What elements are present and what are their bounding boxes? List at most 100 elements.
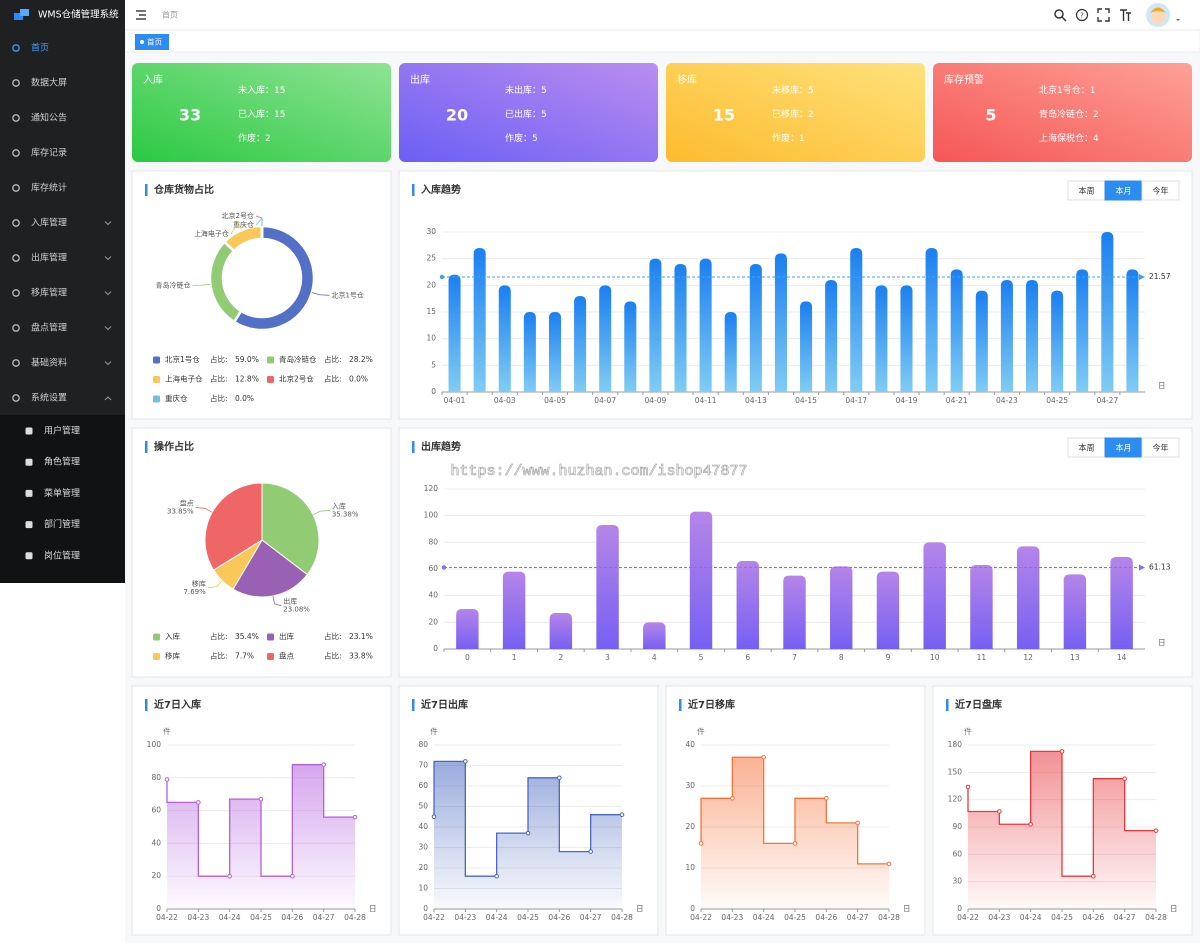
pie-label: 出库 — [283, 597, 297, 606]
x-tick-label: 04-24 — [219, 913, 241, 922]
label-line — [230, 221, 243, 235]
x-tick-label: 7 — [792, 653, 797, 662]
submenu-item[interactable]: 岗位管理 — [44, 549, 80, 561]
card-item: 未移库：5 — [772, 84, 814, 96]
menu-toggle[interactable] — [136, 10, 146, 20]
card-title: 入库 — [143, 73, 163, 86]
legend-label[interactable]: 重庆仓 — [165, 393, 188, 403]
card-item-value: 4 — [1093, 134, 1099, 144]
card-item-label: 北京1号仓： — [1039, 84, 1090, 96]
fullscreen-icon[interactable] — [1097, 8, 1110, 22]
range-button-label[interactable]: 今年 — [1153, 186, 1169, 196]
legend-swatch[interactable] — [153, 633, 160, 641]
menu-item[interactable]: 数据大屏 — [31, 77, 67, 89]
panel-title: 操作占比 — [154, 440, 194, 453]
x-tick-label: 04-25 — [1051, 913, 1073, 922]
range-button-label[interactable]: 本周 — [1079, 443, 1095, 453]
legend-swatch[interactable] — [153, 376, 160, 383]
legend-label[interactable]: 出库 — [279, 631, 294, 641]
range-button[interactable] — [1141, 180, 1180, 201]
menu-item[interactable]: 出库管理 — [31, 252, 67, 264]
legend-label[interactable]: 移库 — [165, 651, 180, 661]
y-tick-label: 30 — [426, 227, 436, 236]
x-tick-label: 4 — [652, 653, 657, 662]
legend-label[interactable]: 北京1号仓 — [165, 354, 200, 364]
bar — [1076, 269, 1089, 392]
stat-card — [666, 63, 925, 162]
search-icon[interactable] — [1054, 9, 1067, 22]
range-button-label[interactable]: 今年 — [1153, 443, 1169, 453]
menu-item[interactable]: 通知公告 — [31, 112, 67, 124]
submenu-background — [0, 415, 125, 583]
legend-swatch[interactable] — [267, 653, 274, 660]
card-item: 已移库：2 — [772, 108, 814, 120]
card-total: 5 — [985, 106, 996, 125]
submenu-item[interactable]: 部门管理 — [44, 518, 80, 530]
legend-label[interactable]: 入库 — [165, 631, 180, 641]
menu-icon — [12, 254, 20, 262]
breadcrumb[interactable]: 首页 — [162, 10, 178, 20]
pie-label: 北京1号仓 — [331, 290, 363, 299]
legend-swatch[interactable] — [267, 376, 274, 383]
legend-swatch[interactable] — [153, 653, 160, 660]
card-item-label: 上海保税仓： — [1039, 132, 1093, 144]
range-button-label[interactable]: 本月 — [1116, 443, 1132, 453]
menu-item[interactable]: 库存统计 — [31, 182, 67, 194]
legend-swatch[interactable] — [267, 633, 274, 641]
point — [1059, 749, 1065, 754]
avatar[interactable] — [1146, 3, 1180, 27]
point — [792, 841, 798, 846]
submenu-item[interactable]: 用户管理 — [44, 425, 80, 437]
menu-item[interactable]: 盘点管理 — [31, 322, 67, 334]
y-tick-label: 10 — [685, 863, 695, 872]
tag[interactable] — [135, 34, 169, 50]
menu-icon — [12, 289, 20, 297]
x-tick-label: 04-25 — [250, 913, 272, 922]
range-button[interactable] — [1141, 437, 1180, 458]
legend-swatch[interactable] — [267, 356, 274, 364]
point — [557, 775, 562, 781]
legend-label[interactable]: 上海电子仓 — [165, 374, 203, 384]
pie-value-label: 23.08% — [283, 606, 310, 614]
menu-item[interactable]: 库存记录 — [31, 147, 67, 159]
x-tick-label: 04-23 — [996, 396, 1018, 405]
menu-chevron — [104, 221, 112, 226]
bar — [923, 542, 946, 649]
x-tick-label: 04-28 — [1145, 913, 1167, 922]
menu-item[interactable]: 移库管理 — [31, 287, 67, 299]
menu-item[interactable]: 入库管理 — [31, 217, 67, 229]
font-size-icon[interactable] — [1120, 9, 1131, 21]
help-icon[interactable]: ? — [1075, 8, 1089, 22]
menu-item[interactable]: 系统设置 — [31, 392, 67, 404]
legend-label[interactable]: 北京2号仓 — [279, 374, 314, 384]
point — [997, 809, 1002, 814]
card-item: 北京1号仓：1 — [1039, 84, 1095, 96]
point — [463, 759, 468, 764]
stat-card — [132, 63, 391, 162]
bar — [523, 312, 536, 392]
bar — [649, 258, 662, 392]
point — [1091, 873, 1096, 879]
menu-icon — [12, 359, 20, 367]
legend-label[interactable]: 青岛冷链仓 — [279, 354, 317, 364]
menu-icon — [12, 79, 20, 87]
submenu-item[interactable]: 菜单管理 — [44, 487, 80, 499]
legend-value: 33.8% — [349, 652, 373, 661]
menu-icon — [12, 184, 20, 192]
label-line — [255, 216, 263, 226]
bar — [825, 280, 838, 392]
range-button-label[interactable]: 本周 — [1079, 186, 1095, 196]
x-tick-label: 04-07 — [594, 396, 616, 405]
x-tick-label: 04-11 — [695, 396, 717, 405]
menu-item[interactable]: 首页 — [31, 42, 49, 54]
legend-value: 0.0% — [235, 394, 254, 403]
legend-label[interactable]: 盘点 — [279, 651, 294, 661]
legend-swatch[interactable] — [153, 395, 160, 403]
tag-label[interactable]: 首页 — [147, 37, 162, 47]
submenu-item[interactable]: 角色管理 — [44, 456, 80, 468]
range-button-label[interactable]: 本月 — [1116, 186, 1132, 196]
menu-item[interactable]: 基础资料 — [31, 357, 67, 369]
y-tick-label: 40 — [428, 591, 438, 600]
legend-swatch[interactable] — [153, 356, 160, 364]
card-item: 已入库：15 — [238, 108, 285, 120]
